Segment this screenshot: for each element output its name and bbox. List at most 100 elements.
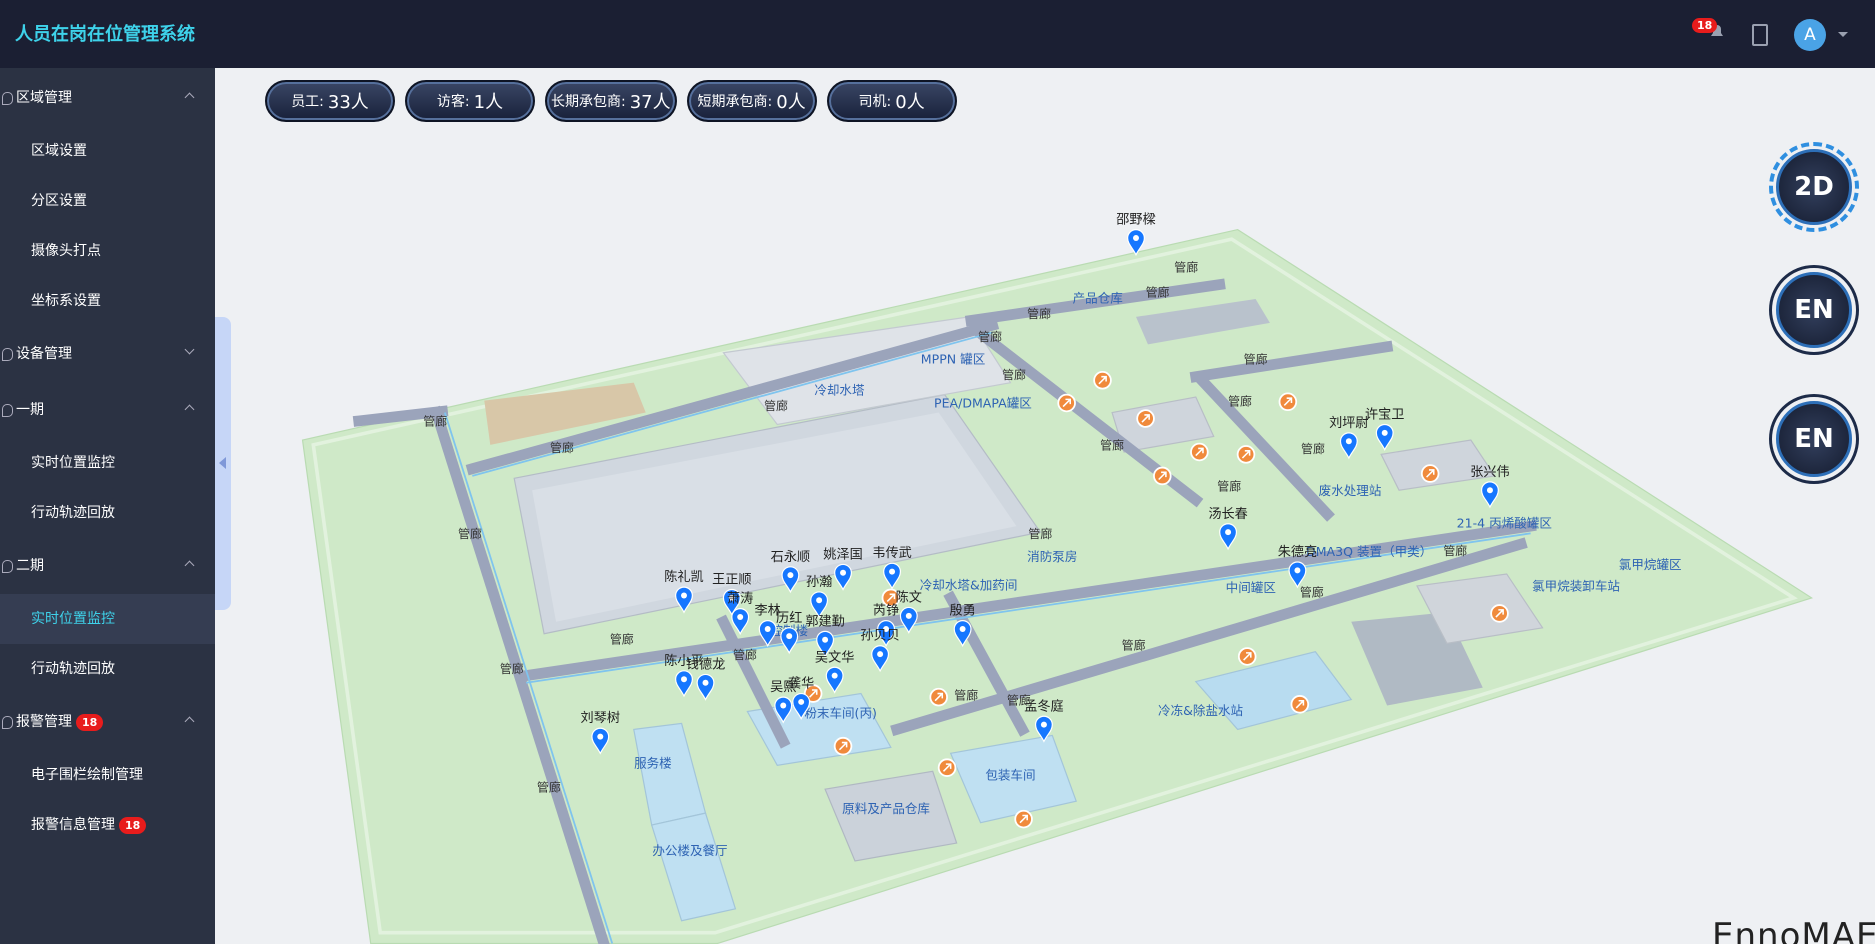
menu-section[interactable]: 区域管理 [0,70,215,126]
person-pin [883,562,902,590]
stat-pill: 司机: 0人 [826,80,957,122]
corridor-label: 管廊 [550,440,574,455]
person-name: 汤长春 [1208,506,1247,522]
corridor-label: 管廊 [1100,438,1124,453]
person-pin [877,620,896,648]
building [1380,439,1496,491]
corridor-label: 管廊 [1027,306,1051,321]
corridor-label: 管廊 [1002,367,1026,382]
alarm-glyph [809,689,818,698]
person-name: 朱德亮 [1278,543,1317,560]
view-mode-button[interactable]: 2D [1769,142,1859,232]
person-pin-dot [1225,529,1232,536]
corridor [352,405,449,427]
corridor [1194,372,1335,522]
menu-item[interactable]: 行动轨迹回放 [0,644,215,694]
person-name: 姚泽国 [823,546,862,562]
person-name: 孙贝贝 [860,628,899,644]
corridor-label: 管廊 [1217,478,1241,493]
person-pin [1127,229,1145,257]
section-chevron [184,560,195,571]
stat-label: 短期承包商: [697,94,773,110]
person-pin [825,666,844,694]
section-icon [2,716,13,729]
menu-section[interactable]: 二期 [0,538,215,594]
corridor [1189,340,1394,383]
alarm-glyph [1426,469,1435,478]
alarm-glyph [934,692,944,702]
stat-label: 访客: [436,94,470,110]
alarm-glyph [1495,609,1504,618]
device-icon[interactable] [1752,24,1768,46]
alarm-glyph [1062,398,1072,408]
menu-section[interactable]: 报警管理 18 [0,694,215,750]
corridor-label: 管廊 [1146,285,1170,300]
building [650,812,737,922]
area-label: 21-4 丙烯酸罐区 [1457,515,1552,530]
person-name: 邵野樑 [1116,212,1155,228]
alarm-glyph [1283,397,1293,406]
collapse-sidebar[interactable] [215,317,231,610]
corridor-label: 管廊 [1301,441,1325,456]
building [1194,651,1353,731]
corridor-label: 管廊 [537,780,561,795]
corridor-label: 管廊 [1443,543,1467,558]
person-pin-dot [883,625,890,632]
person-pin-dot [1294,567,1301,574]
menu-item[interactable]: 报警信息管理 18 [0,800,215,850]
section-icon [2,404,13,417]
corridor-label: 管廊 [733,647,757,662]
pipe [526,532,1531,684]
menu-item[interactable]: 实时位置监控 [0,594,215,644]
pipe [443,412,614,944]
person-pin [758,620,777,648]
menu-item[interactable]: 电子围栏绘制管理 [0,750,215,800]
person-pin [871,645,890,673]
menu-item[interactable]: 坐标系设置 [0,276,215,326]
menu-item[interactable]: 区域设置 [0,126,215,176]
person-pin [1375,423,1394,451]
stat-label: 司机: [858,94,892,110]
person-pin [834,563,853,591]
alarm-glyph [1098,375,1107,385]
menu-item-label: 实时位置监控 [31,611,115,627]
corridor [465,318,1000,476]
menu-item[interactable]: 摄像头打点 [0,226,215,276]
menu-item-label: 坐标系设置 [31,293,101,309]
person-pin-dot [840,569,847,576]
person-pin-dot [787,572,794,579]
language-button[interactable]: EN [1769,394,1859,484]
menu-item[interactable]: 分区设置 [0,176,215,226]
alarm-glyph [1158,471,1167,481]
language-button[interactable]: EN [1769,265,1859,355]
person-name: 石永顺 [771,549,810,565]
person-name: 萧涛 [727,591,753,607]
person-name: 陈礼凯 [664,568,703,585]
menu-item-label: 报警信息管理 [31,817,115,833]
user-menu-caret[interactable] [1838,32,1848,37]
person-name: 刘坪尉 [1329,415,1368,431]
person-pin-dot [816,597,823,604]
menu-section[interactable]: 一期 [0,382,215,438]
menu-item[interactable]: 行动轨迹回放 [0,488,215,538]
person-pin-dot [681,592,687,599]
alarm-glyph [1141,414,1150,423]
person-name: 吴熙 [770,680,796,695]
person-pin [731,608,750,636]
corridor-label: 管廊 [1122,637,1146,652]
person-name: 韦传武 [872,545,911,561]
building [1416,573,1544,644]
person-pin-dot [786,633,793,640]
person-name: 郭建勤 [805,612,844,629]
person-pin-dot [798,698,805,705]
menu-section[interactable]: 设备管理 [0,326,215,382]
area-label: 氯甲烷罐区 [1619,557,1682,572]
corridor-label: 管廊 [1028,526,1052,541]
user-avatar[interactable]: A [1794,19,1826,51]
menu-item[interactable]: 实时位置监控 [0,438,215,488]
area-label: PEA/DMAPA罐区 [934,396,1032,411]
person-pin [810,591,829,619]
stat-label: 员工: [291,94,324,110]
alarm-glyph [886,593,896,603]
